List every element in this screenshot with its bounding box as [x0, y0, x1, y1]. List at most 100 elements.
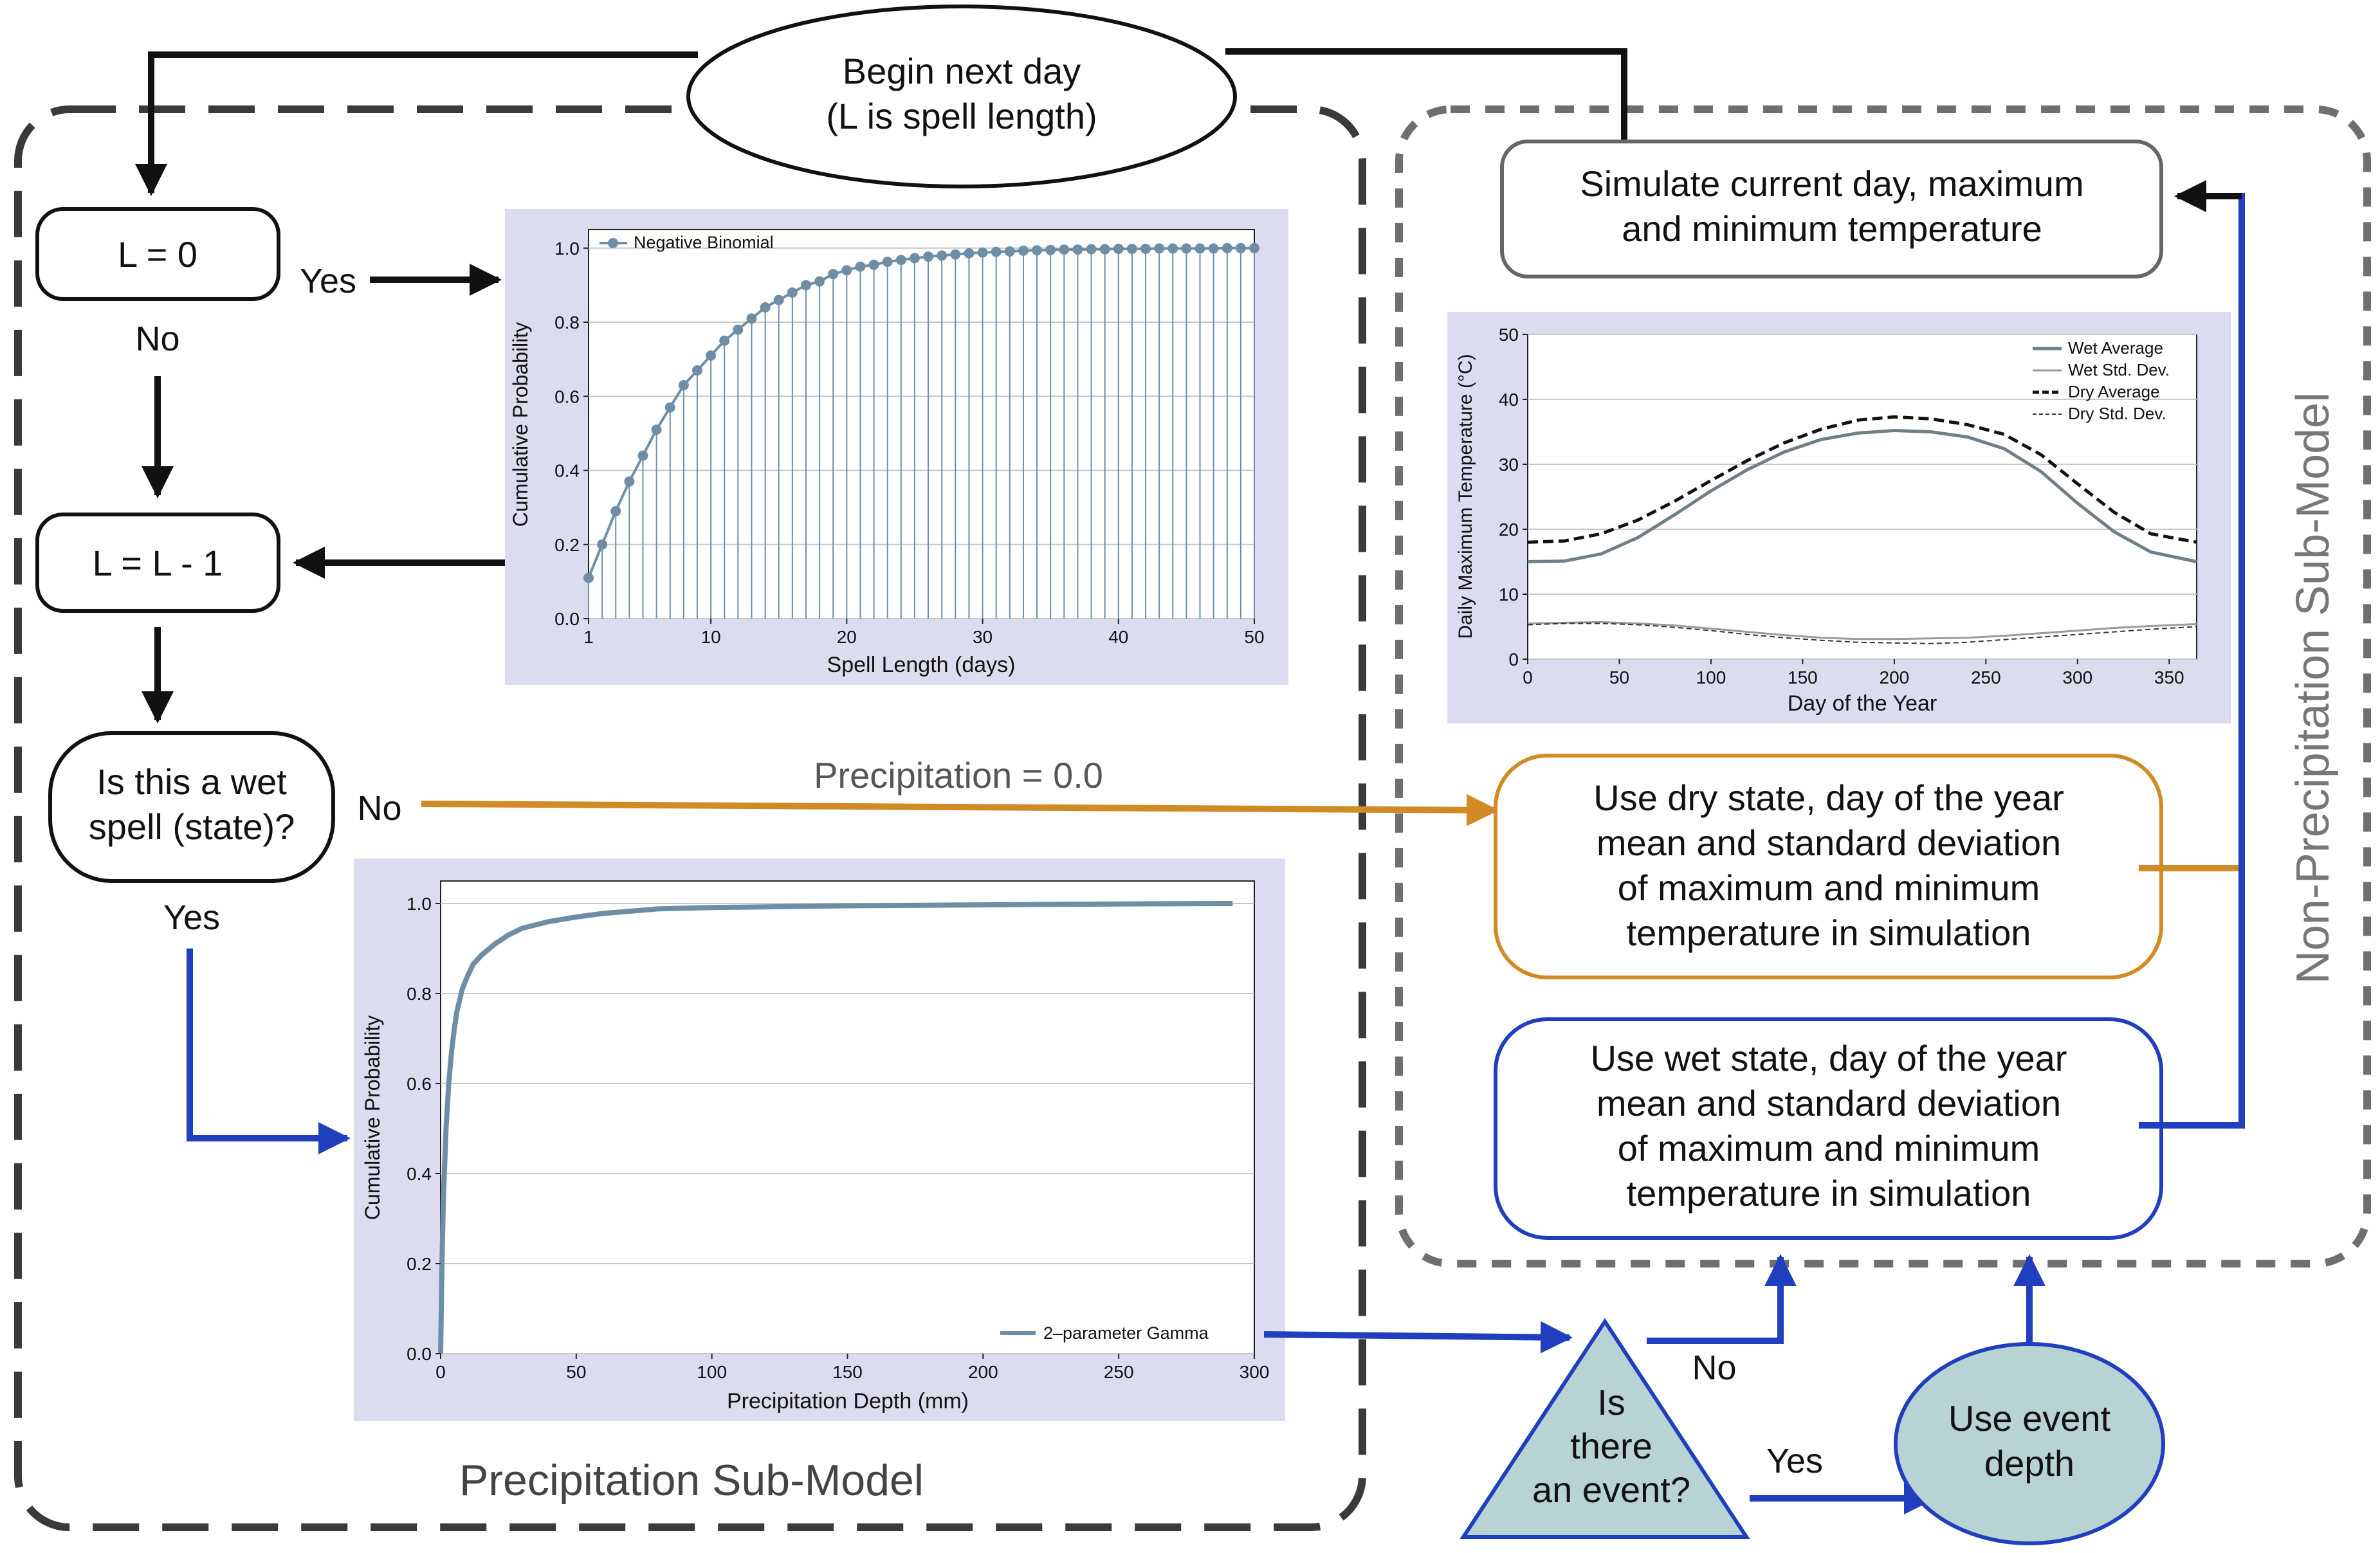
gamma-curve [438, 901, 1233, 1354]
x-tick-label: 300 [2062, 668, 2092, 687]
negative-binomial-point [828, 269, 839, 280]
wet-spell-decision-node[interactable]: Is this a wet spell (state)? [48, 731, 335, 883]
temperature-plot-area [1527, 334, 2197, 660]
simulate-line1: Simulate current day, maximum [1580, 163, 2083, 204]
negative-binomial-ylabel: Cumulative Probability [509, 322, 532, 527]
x-tick-label: 350 [2154, 668, 2184, 687]
event-no-arrow [1647, 1254, 1797, 1344]
y-tick-label: 0.0 [554, 609, 580, 629]
x-tick-label: 300 [1240, 1362, 1270, 1382]
simulate-node[interactable]: Simulate current day, maximum and minimu… [1500, 140, 2163, 278]
precipitation-zero-label: Precipitation = 0.0 [814, 755, 1103, 795]
gamma-to-event-arrow [1263, 1321, 1573, 1354]
wet-state-node[interactable]: Use wet state, day of the year mean and … [1494, 1017, 2163, 1240]
negative-binomial-point [1045, 244, 1056, 255]
negative-binomial-point [1208, 243, 1219, 254]
l-zero-node[interactable]: L = 0 [35, 207, 280, 301]
negative-binomial-point [937, 250, 947, 261]
negative-binomial-point [1235, 242, 1246, 253]
negative-binomial-point [964, 248, 975, 259]
negative-binomial-point [1154, 243, 1165, 254]
non-precipitation-submodel-region [1395, 105, 2371, 1267]
gamma-legend-label: 2–parameter Gamma [1043, 1323, 1209, 1343]
x-tick-label: 150 [1788, 668, 1818, 687]
dry-state-node[interactable]: Use dry state, day of the year mean and … [1494, 754, 2163, 979]
negative-binomial-point [597, 539, 608, 550]
non-precipitation-submodel-title: Non-Precipitation Sub-Model [2287, 392, 2339, 984]
negative-binomial-point [1004, 246, 1015, 257]
simulate-line2: and minimum temperature [1622, 208, 2042, 249]
negative-binomial-point [991, 246, 1002, 257]
negative-binomial-point [909, 253, 920, 264]
negative-binomial-point [882, 257, 893, 268]
negative-binomial-point [651, 424, 662, 435]
dry-state-line2: mean and standard deviation [1597, 822, 2061, 863]
y-tick-label: 0.6 [554, 386, 580, 406]
x-tick-label: 50 [566, 1362, 586, 1382]
x-tick-label: 0 [435, 1362, 446, 1382]
event-question-line2: there [1570, 1426, 1652, 1466]
wet-no-arrow [421, 794, 1499, 826]
dry-std-dev-series [1527, 622, 2197, 644]
begin-next-day-node[interactable]: Begin next day (L is spell length) [686, 5, 1237, 188]
y-tick-label: 40 [1499, 390, 1519, 410]
event-question-line1: Is [1597, 1382, 1625, 1422]
negative-binomial-point [1249, 242, 1259, 253]
y-tick-label: 20 [1499, 520, 1519, 540]
negative-binomial-chart: 1 10 20 30 40 50 0.0 0.2 0.4 0.6 0.8 1.0 Negative … [505, 209, 1288, 685]
begin-next-day-line2: (L is spell length) [826, 96, 1097, 136]
negative-binomial-point [583, 572, 594, 583]
dry-state-line3: of maximum and minimum [1618, 867, 2040, 908]
y-tick-label: 0.4 [407, 1164, 432, 1184]
event-decision-node[interactable]: Is there an event? [1460, 1318, 1750, 1539]
negative-binomial-point [664, 402, 675, 413]
l-decrement-node[interactable]: L = L - 1 [35, 513, 280, 613]
x-tick-label: 200 [1880, 668, 1910, 687]
negative-binomial-point [1140, 243, 1151, 254]
negative-binomial-point [895, 255, 906, 266]
negative-binomial-point [624, 476, 635, 487]
event-yes-label: Yes [1766, 1442, 1823, 1480]
wet-state-line3: of maximum and minimum [1618, 1128, 2040, 1168]
y-tick-label: 10 [1499, 585, 1519, 604]
x-tick-label: 40 [1108, 627, 1128, 647]
negative-binomial-point [868, 259, 879, 270]
negative-binomial-point [787, 287, 798, 298]
wet-state-line4: temperature in simulation [1627, 1173, 2031, 1213]
negative-binomial-point [1113, 243, 1124, 254]
negative-binomial-point [1032, 245, 1043, 256]
x-tick-label: 50 [1244, 627, 1264, 647]
negative-binomial-point [610, 505, 621, 516]
dry-average-series [1527, 415, 2197, 544]
precipitation-submodel-region [14, 105, 1366, 1531]
dry-state-line1: Use dry state, day of the year [1593, 777, 2064, 818]
negative-binomial-plot-area [588, 229, 1255, 619]
x-tick-label: 150 [832, 1362, 863, 1382]
wet-state-line1: Use wet state, day of the year [1591, 1038, 2067, 1078]
event-depth-node[interactable]: Use event depth [1894, 1342, 2165, 1545]
event-question-line3: an event? [1532, 1469, 1690, 1510]
l-zero-label: L = 0 [118, 234, 197, 275]
y-tick-label: 0.8 [554, 313, 580, 332]
x-tick-label: 250 [1104, 1362, 1134, 1382]
event-depth-line1: Use event [1948, 1398, 2111, 1439]
y-tick-label: 0.2 [554, 535, 580, 555]
y-tick-label: 0.0 [407, 1344, 432, 1364]
x-tick-label: 100 [1696, 668, 1726, 687]
y-tick-label: 0.6 [407, 1074, 432, 1094]
legend-wet-average: Wet Average [2068, 338, 2163, 358]
negative-binomial-point [923, 251, 934, 262]
begin-next-day-line1: Begin next day [843, 51, 1081, 91]
wet-spell-line1: Is this a wet [96, 761, 287, 802]
negative-binomial-point [800, 280, 811, 291]
negative-binomial-xlabel: Spell Length (days) [827, 653, 1016, 677]
negative-binomial-point [841, 265, 852, 276]
negative-binomial-point [773, 295, 784, 305]
x-tick-label: 1 [583, 627, 594, 647]
negative-binomial-point [855, 261, 866, 272]
negative-binomial-point [1126, 243, 1137, 254]
y-tick-label: 0.2 [407, 1254, 432, 1274]
negative-binomial-point [814, 276, 825, 287]
negative-binomial-point [706, 350, 717, 361]
event-depth-line2: depth [1984, 1443, 2074, 1484]
